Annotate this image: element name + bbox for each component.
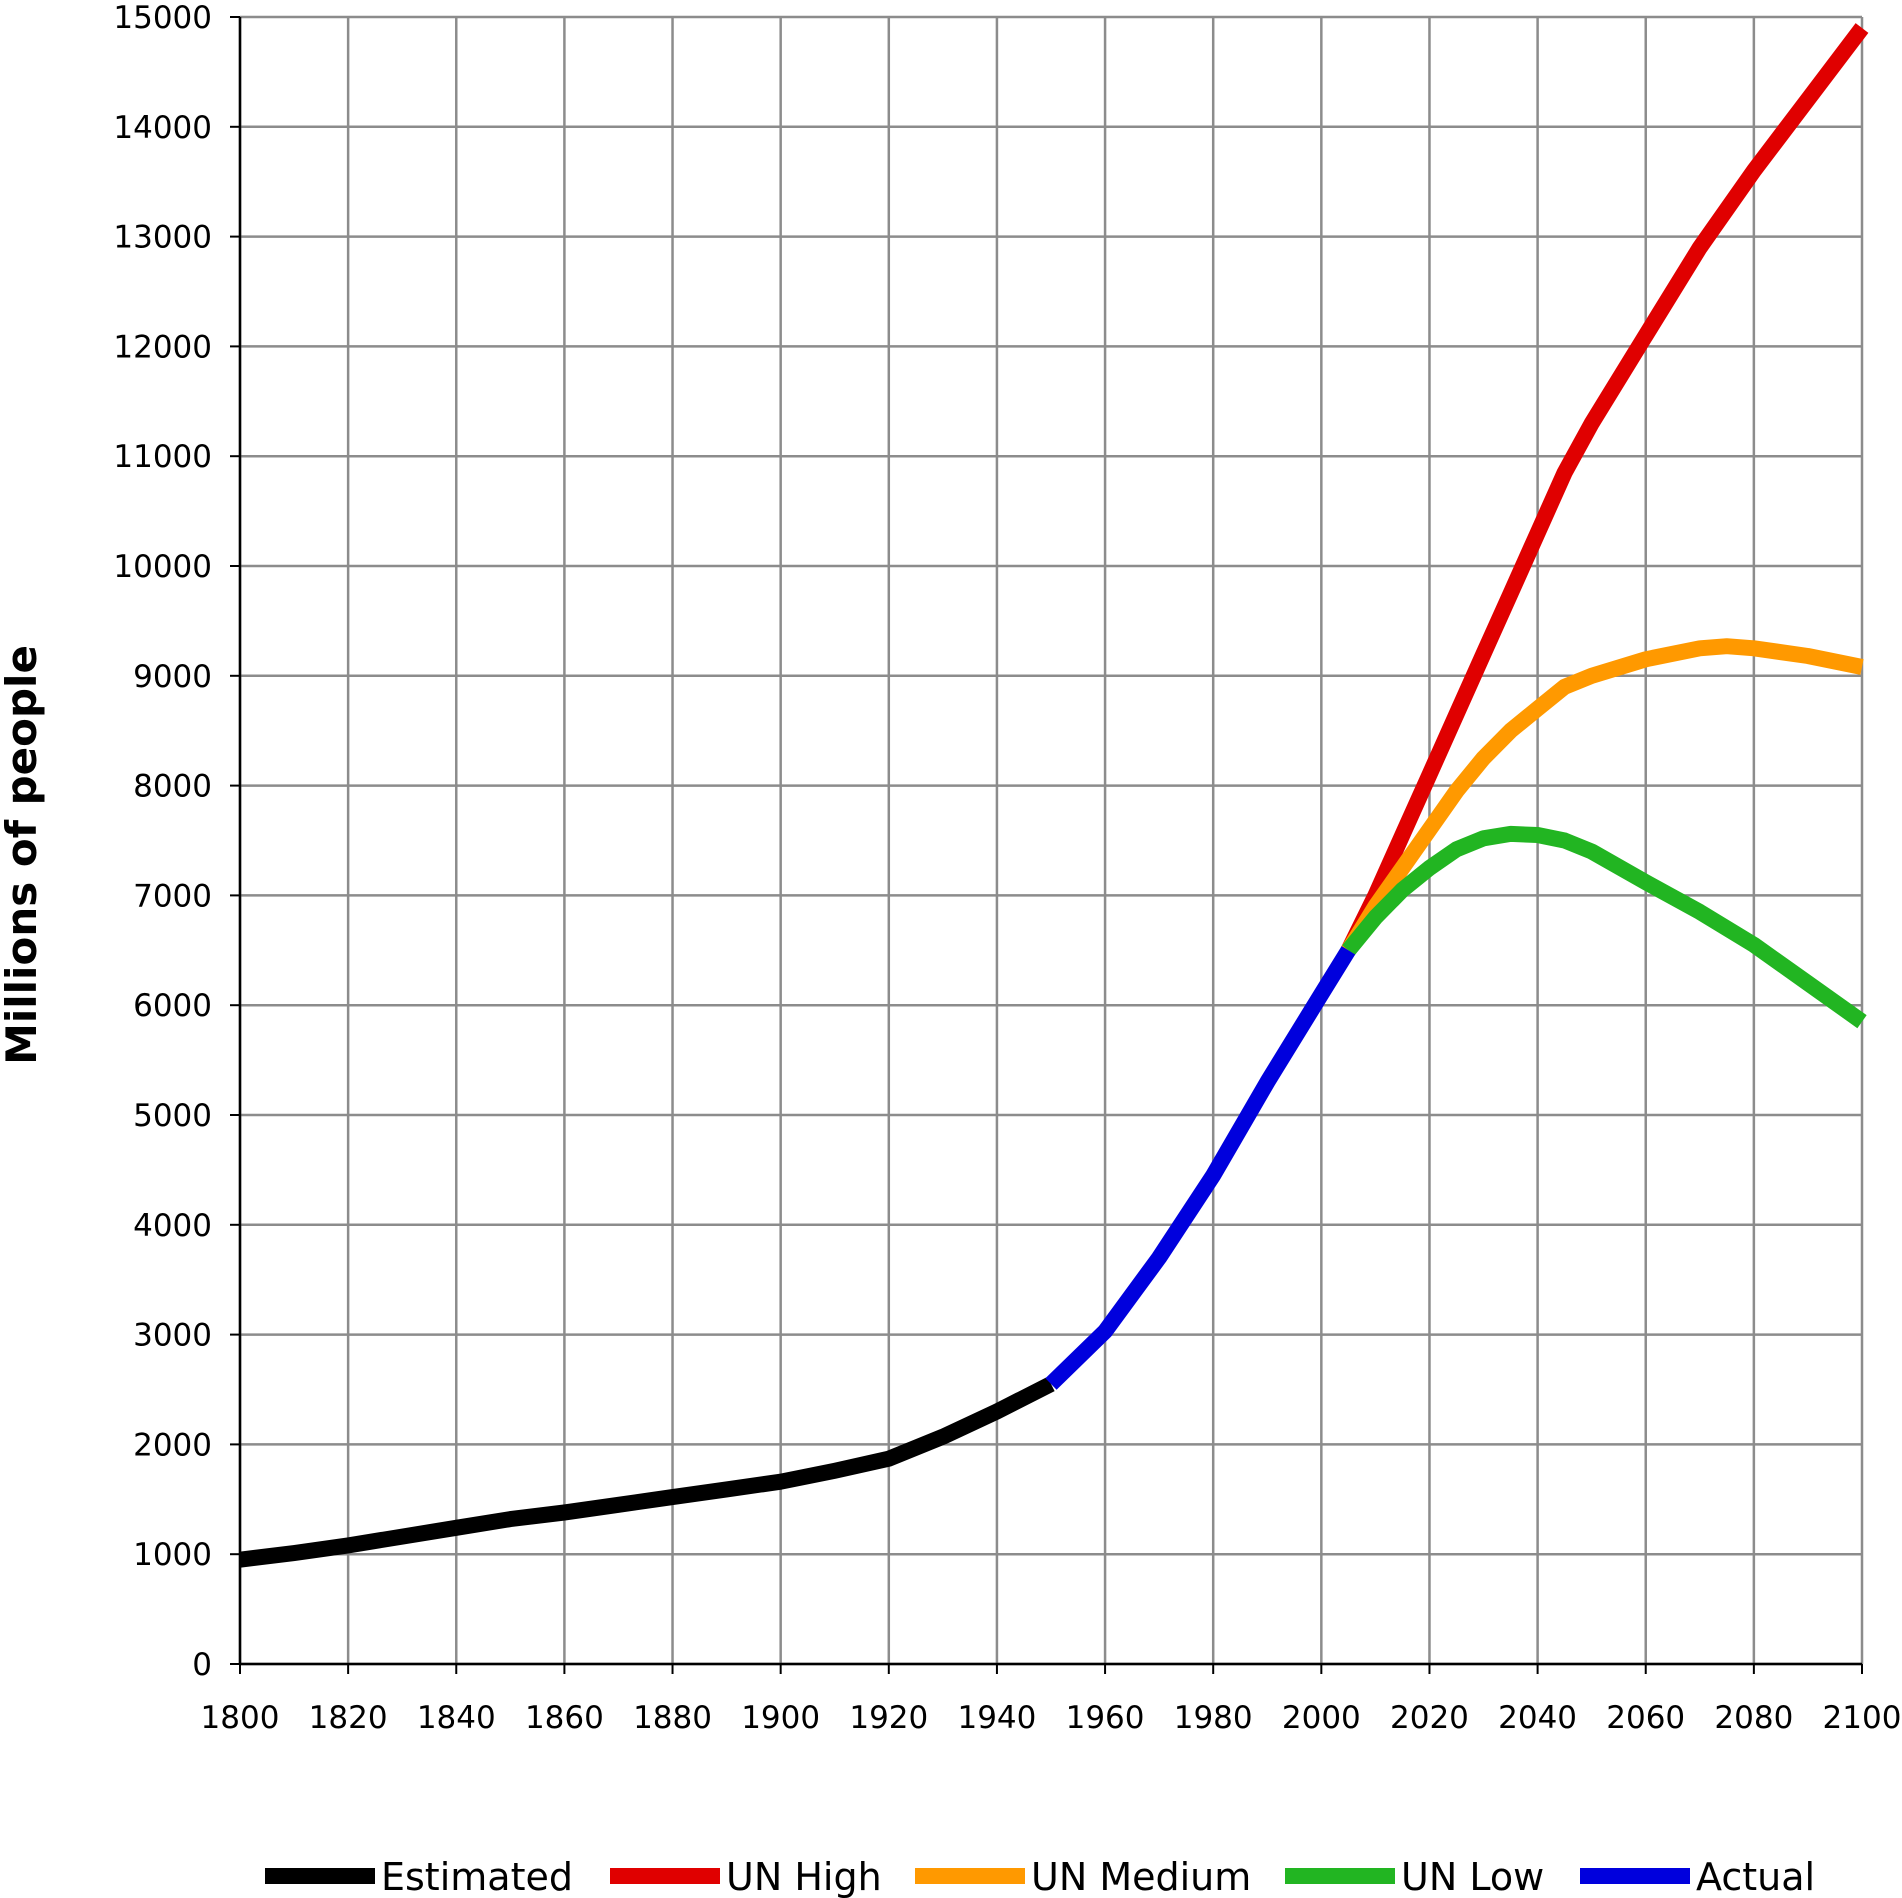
y-tick-label: 8000 xyxy=(133,769,212,805)
x-tick-label: 2020 xyxy=(1390,1700,1469,1736)
y-tick-label: 5000 xyxy=(133,1098,212,1134)
y-tick-label: 12000 xyxy=(113,329,212,365)
grid xyxy=(238,15,1864,1666)
x-tick-label: 1840 xyxy=(417,1700,496,1736)
y-tick-label: 7000 xyxy=(133,878,212,914)
legend-label-actual: Actual xyxy=(1696,1855,1815,1898)
legend-label-un-medium: UN Medium xyxy=(1031,1855,1251,1898)
x-axis-ticks: 1800 1820 1840 1860 1880 1900 1920 1940 1960 1980… xyxy=(201,1664,1902,1736)
series-line-actual xyxy=(1045,946,1356,1390)
series-line-un-low xyxy=(1342,825,1867,1029)
x-tick-label: 2040 xyxy=(1498,1700,1577,1736)
x-tick-label: 1820 xyxy=(309,1700,388,1736)
series-line-un-high xyxy=(1341,23,1869,954)
legend-label-un-high: UN High xyxy=(726,1855,882,1898)
y-tick-label: 0 xyxy=(192,1647,212,1683)
y-tick-label: 6000 xyxy=(133,988,212,1024)
series-lines xyxy=(239,23,1869,1568)
x-tick-label: 1960 xyxy=(1066,1700,1145,1736)
y-tick-label: 14000 xyxy=(113,110,212,146)
x-tick-label: 1800 xyxy=(201,1700,280,1736)
x-tick-label: 2100 xyxy=(1823,1700,1902,1736)
y-tick-label: 10000 xyxy=(113,549,212,585)
y-axis-ticks: 0 1000 2000 3000 4000 5000 6000 7000 8000 9000 100… xyxy=(113,0,240,1683)
x-tick-label: 2060 xyxy=(1606,1700,1685,1736)
y-tick-label: 1000 xyxy=(133,1537,212,1573)
x-tick-label: 1860 xyxy=(525,1700,604,1736)
y-axis-label: Millions of people xyxy=(0,645,46,1065)
series-line-un-medium xyxy=(1341,638,1864,955)
y-tick-label: 3000 xyxy=(133,1318,212,1354)
y-tick-label: 13000 xyxy=(113,220,212,256)
x-tick-label: 1920 xyxy=(849,1700,928,1736)
legend-label-un-low: UN Low xyxy=(1401,1855,1544,1898)
y-tick-label: 2000 xyxy=(133,1427,212,1463)
x-tick-label: 2000 xyxy=(1282,1700,1361,1736)
y-tick-label: 15000 xyxy=(113,0,212,36)
x-tick-label: 1900 xyxy=(741,1700,820,1736)
legend: Estimated UN High UN Medium UN Low Actual xyxy=(265,1855,1815,1898)
legend-label-estimated: Estimated xyxy=(381,1855,573,1898)
x-tick-label: 1880 xyxy=(633,1700,712,1736)
series-line-estimated xyxy=(239,1376,1055,1568)
y-tick-label: 9000 xyxy=(133,659,212,695)
x-tick-label: 2080 xyxy=(1714,1700,1793,1736)
axes xyxy=(238,17,1862,1666)
y-tick-label: 4000 xyxy=(133,1208,212,1244)
x-tick-label: 1940 xyxy=(957,1700,1036,1736)
y-tick-label: 11000 xyxy=(113,439,212,475)
x-tick-label: 1980 xyxy=(1174,1700,1253,1736)
